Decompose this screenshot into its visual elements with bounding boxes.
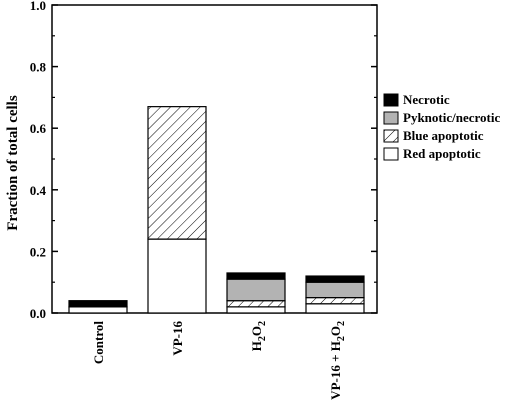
plot-frame [51, 4, 378, 314]
x-tick-label: VP-16 [170, 321, 185, 356]
x-tick-label: Control [91, 321, 106, 364]
y-tick-label: 0.6 [30, 121, 47, 136]
y-tick-label: 0.0 [30, 306, 46, 321]
y-axis-title: Fraction of total cells [5, 95, 21, 231]
bar-segment-red-apoptotic [68, 306, 128, 314]
bar-segment-pyknotic-necrotic [305, 281, 365, 299]
bar-segment-necrotic [68, 300, 128, 308]
y-tick-label: 0.8 [30, 60, 47, 75]
bar-segment-blue-apoptotic [147, 106, 207, 240]
legend-label: Pyknotic/necrotic [403, 110, 500, 125]
y-tick-label: 0.2 [30, 244, 46, 259]
legend-label: Necrotic [403, 92, 450, 107]
bar-segment-pyknotic-necrotic [226, 278, 286, 302]
legend-label: Blue apoptotic [403, 128, 484, 143]
bar-segment-necrotic [305, 275, 365, 283]
legend-swatch [383, 129, 399, 143]
bar-segment-red-apoptotic [305, 303, 365, 314]
x-tick-label: H2O2 [249, 321, 268, 351]
bar-segment-necrotic [226, 272, 286, 280]
y-tick-label: 1.0 [30, 0, 46, 13]
bar-segment-red-apoptotic [147, 238, 207, 314]
legend-swatch [383, 147, 399, 161]
bar-segment-blue-apoptotic [226, 300, 286, 308]
bars [68, 106, 365, 314]
legend-swatch [383, 93, 399, 107]
legend: Necrotic Pyknotic/necrotic Blue apoptotic R… [383, 92, 500, 161]
y-tick-label: 0.4 [30, 183, 47, 198]
bar-segment-blue-apoptotic [305, 297, 365, 305]
legend-label: Red apoptotic [403, 146, 481, 161]
plot-axes: 0.0 0.2 0.4 0.6 0.8 1.0 Control VP-16 H2O2 VP-16 … [30, 0, 378, 400]
bar-segment-red-apoptotic [226, 306, 286, 314]
x-tick-label: VP-16 + H2O2 [328, 321, 347, 400]
legend-swatch [383, 111, 399, 125]
